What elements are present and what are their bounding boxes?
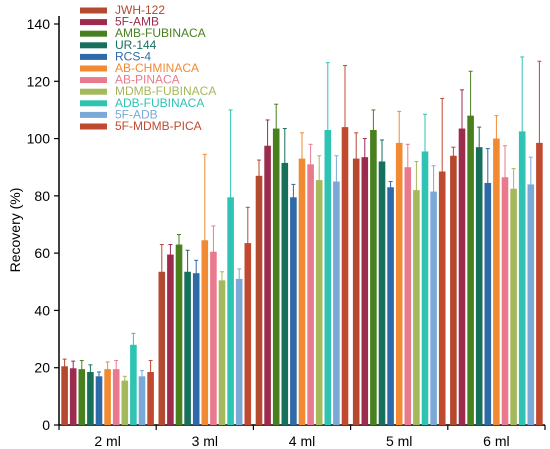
bar <box>158 271 166 425</box>
bar <box>78 369 86 425</box>
legend-label: AMB-FUBINACA <box>115 26 206 40</box>
bar <box>493 138 500 426</box>
bar <box>201 240 209 425</box>
bar <box>121 380 129 425</box>
bar <box>112 369 120 425</box>
bar <box>244 243 252 425</box>
bar <box>255 175 263 425</box>
bar <box>430 191 437 425</box>
legend-label: ADB-FUBINACA <box>115 96 204 110</box>
bar <box>210 251 217 425</box>
legend-label: 5F-AMB <box>115 15 159 29</box>
bar <box>484 182 492 425</box>
legend-swatch <box>80 7 107 14</box>
bar <box>438 171 446 425</box>
x-tick-label: 4 ml <box>289 433 315 449</box>
bar <box>130 344 137 425</box>
y-tick-label: 0 <box>42 417 50 433</box>
legend-label: 5F-MDMB-PICA <box>115 119 202 133</box>
bar <box>518 131 526 426</box>
bar <box>413 190 420 425</box>
bar <box>192 273 200 425</box>
bar <box>536 142 543 425</box>
bar <box>395 142 403 425</box>
bar <box>235 278 243 425</box>
legend-swatch <box>80 77 107 84</box>
bar <box>333 181 340 425</box>
y-tick-label: 20 <box>34 360 50 376</box>
bar <box>264 145 271 425</box>
legend-swatch <box>80 42 107 49</box>
x-tick-label: 3 ml <box>192 433 218 449</box>
bar <box>167 254 174 425</box>
bar <box>510 188 517 425</box>
y-tick-label: 140 <box>27 16 51 32</box>
legend-swatch <box>80 100 107 107</box>
bar <box>290 197 297 425</box>
bar <box>527 184 535 425</box>
y-axis-title: Recovery (%) <box>7 188 23 273</box>
y-tick-label: 80 <box>34 188 50 204</box>
bar <box>475 147 483 425</box>
bar <box>501 177 509 425</box>
bar <box>218 280 226 425</box>
bar <box>467 115 474 426</box>
legend-label: AB-PINACA <box>115 73 180 87</box>
legend-label: 5F-ADB <box>115 107 158 121</box>
bar <box>370 129 377 425</box>
bar <box>307 164 314 425</box>
legend-swatch <box>80 123 107 130</box>
y-tick-label: 120 <box>27 73 51 89</box>
bar <box>147 372 154 425</box>
legend-label: UR-144 <box>115 38 157 52</box>
legend-swatch <box>80 30 107 37</box>
bar <box>450 155 457 425</box>
legend-label: JWH-122 <box>115 3 165 17</box>
bar <box>69 368 77 425</box>
y-tick-label: 60 <box>34 245 50 261</box>
legend-label: MDMB-FUBINACA <box>115 84 216 98</box>
bar <box>341 127 349 425</box>
bar <box>87 372 94 425</box>
bar <box>361 157 369 426</box>
bar <box>315 180 323 425</box>
bar <box>61 366 68 425</box>
bar <box>175 244 183 425</box>
bar <box>281 162 289 426</box>
legend-label: AB-CHMINACA <box>115 61 199 75</box>
bar <box>324 129 332 425</box>
x-tick-label: 2 ml <box>94 433 120 449</box>
bar <box>227 197 234 425</box>
legend-swatch <box>80 19 107 26</box>
bar <box>184 271 191 425</box>
y-tick-label: 40 <box>34 302 50 318</box>
y-tick-label: 100 <box>27 131 51 147</box>
bar <box>404 167 412 425</box>
legend-label: RCS-4 <box>115 49 151 63</box>
bar <box>421 151 429 426</box>
bar <box>298 158 306 425</box>
legend-swatch <box>80 65 107 72</box>
legend-swatch <box>80 88 107 95</box>
bar <box>272 128 280 425</box>
bar <box>352 158 360 425</box>
bar <box>458 128 466 425</box>
x-tick-label: 6 ml <box>483 433 509 449</box>
bar <box>387 187 394 425</box>
x-tick-label: 5 ml <box>386 433 412 449</box>
legend-swatch <box>80 111 107 118</box>
bar <box>378 161 386 425</box>
bar <box>95 376 103 425</box>
bar <box>104 369 111 425</box>
bar <box>138 376 146 425</box>
legend-swatch <box>80 53 107 60</box>
